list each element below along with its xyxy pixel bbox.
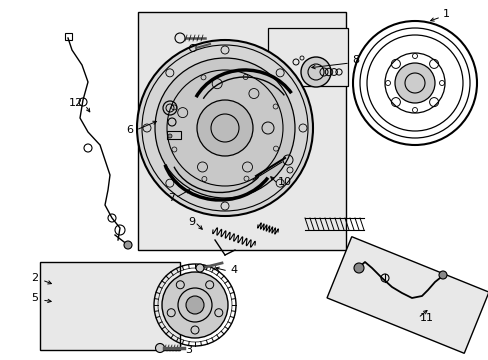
Bar <box>167 131 181 139</box>
Text: 9: 9 <box>187 217 195 227</box>
Text: 7: 7 <box>168 193 175 203</box>
Text: 1: 1 <box>442 9 449 19</box>
Circle shape <box>124 241 132 249</box>
Circle shape <box>168 134 172 138</box>
Text: 12: 12 <box>69 98 83 108</box>
Circle shape <box>155 343 164 352</box>
Text: 2: 2 <box>31 273 38 283</box>
Circle shape <box>196 264 203 272</box>
Circle shape <box>353 263 363 273</box>
Circle shape <box>394 63 434 103</box>
Text: 10: 10 <box>278 177 291 187</box>
Circle shape <box>197 100 252 156</box>
Circle shape <box>155 58 294 198</box>
Bar <box>267 28 347 86</box>
Text: 3: 3 <box>184 345 192 355</box>
Circle shape <box>162 272 227 338</box>
Polygon shape <box>326 237 488 353</box>
Text: 4: 4 <box>229 265 237 275</box>
Text: 5: 5 <box>31 293 38 303</box>
Circle shape <box>185 296 203 314</box>
Circle shape <box>438 271 446 279</box>
Bar <box>40 262 180 350</box>
Circle shape <box>301 57 330 87</box>
Bar <box>65 33 72 40</box>
Bar <box>138 12 346 250</box>
Circle shape <box>137 40 312 216</box>
Text: 8: 8 <box>351 55 358 65</box>
Text: 6: 6 <box>126 125 133 135</box>
Text: 11: 11 <box>419 313 433 323</box>
